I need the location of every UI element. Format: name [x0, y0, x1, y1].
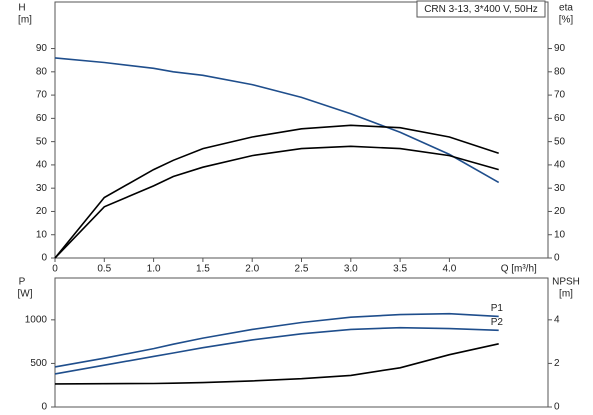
y2-tick-label: 40	[554, 160, 566, 171]
x-axis-label: Q [m³/h]	[501, 264, 537, 275]
x-tick-label: 2.5	[295, 264, 309, 275]
y2-tick-label: 70	[554, 90, 566, 101]
y2-tick-label: 50	[554, 136, 566, 147]
y2-tick-label: 60	[554, 113, 566, 124]
curve-label: P1	[491, 303, 504, 314]
curve	[54, 124, 499, 259]
y2-tick-label: 80	[554, 66, 566, 77]
y-axis-label: H	[18, 3, 25, 14]
x-tick-label: 3.0	[344, 264, 358, 275]
y2-tick-label: 20	[554, 206, 566, 217]
curve	[54, 326, 499, 375]
y-tick-label: 80	[36, 66, 48, 77]
x-tick-label: 0	[52, 264, 58, 275]
y2-tick-label: 0	[554, 402, 560, 413]
y2-axis-unit: [%]	[559, 15, 574, 26]
curve	[54, 312, 499, 368]
y-tick-label: 1000	[25, 314, 48, 325]
y-tick-label: 60	[36, 113, 48, 124]
y2-tick-label: 0	[554, 253, 560, 264]
curve-label: P2	[491, 317, 504, 328]
curve	[54, 343, 499, 385]
y-tick-label: 40	[36, 160, 48, 171]
plot-frame	[54, 1, 549, 259]
y-tick-label: 0	[41, 253, 47, 264]
y-axis-unit: [W]	[18, 289, 33, 300]
x-tick-label: 2.0	[245, 264, 259, 275]
y-tick-label: 10	[36, 229, 48, 240]
y2-tick-label: 4	[554, 314, 560, 325]
y-tick-label: 50	[36, 136, 48, 147]
y-tick-label: 20	[36, 206, 48, 217]
y2-axis-label: NPSH	[552, 277, 580, 288]
x-tick-label: 1.0	[147, 264, 161, 275]
plot-frame	[54, 277, 549, 408]
y2-axis-label: eta	[559, 3, 573, 14]
title-box	[416, 0, 546, 18]
y-tick-label: 0	[41, 402, 47, 413]
y-axis-unit: [m]	[18, 15, 32, 26]
y-axis-label: P	[19, 277, 26, 288]
curve	[54, 145, 499, 259]
y-tick-label: 500	[30, 358, 47, 369]
y-tick-label: 70	[36, 90, 48, 101]
x-tick-label: 1.5	[196, 264, 210, 275]
x-tick-label: 4.0	[442, 264, 456, 275]
y2-axis-unit: [m]	[559, 289, 573, 300]
chart-title: CRN 3-13, 3*400 V, 50Hz	[424, 4, 538, 15]
x-tick-label: 3.5	[393, 264, 407, 275]
y2-tick-label: 90	[554, 43, 566, 54]
curve	[54, 57, 500, 184]
y-tick-label: 90	[36, 43, 48, 54]
y2-tick-label: 2	[554, 358, 560, 369]
x-tick-label: 0.5	[97, 264, 111, 275]
y2-tick-label: 30	[554, 183, 566, 194]
y-tick-label: 30	[36, 183, 48, 194]
y2-tick-label: 10	[554, 229, 566, 240]
